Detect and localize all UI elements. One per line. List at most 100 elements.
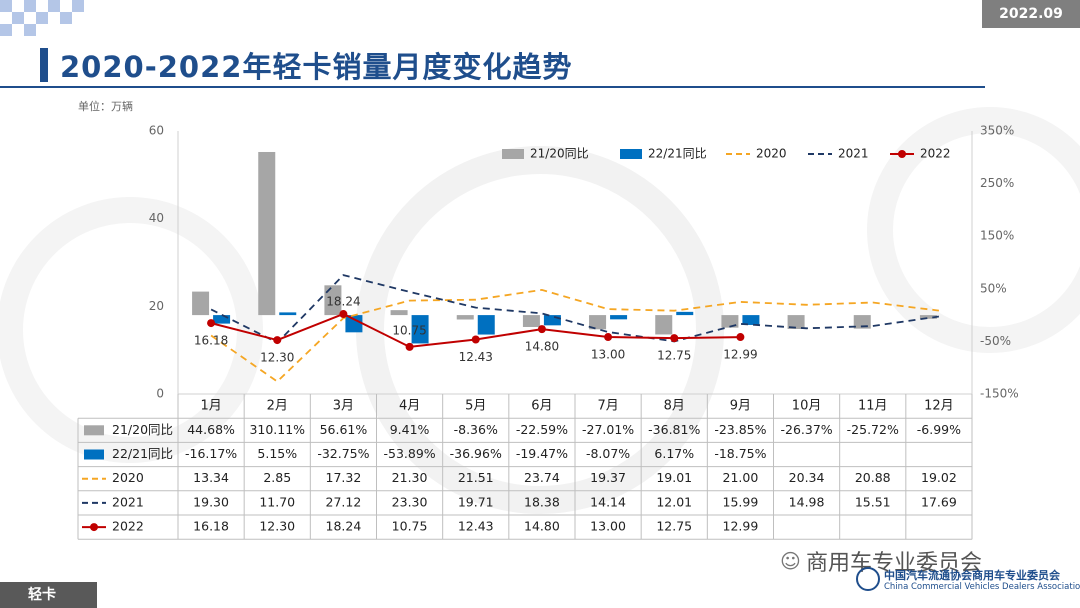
table-cell: 20.88 bbox=[855, 470, 891, 485]
right-axis-tick-label: -150% bbox=[980, 387, 1019, 401]
table-cell: 5.15% bbox=[257, 446, 297, 461]
table-cell: -53.89% bbox=[383, 446, 435, 461]
table-cell: 21.00 bbox=[723, 470, 759, 485]
table-cell: -25.72% bbox=[847, 422, 899, 437]
right-axis-tick-label: -50% bbox=[980, 334, 1011, 348]
table-cell: 19.30 bbox=[193, 494, 229, 509]
page-title: 2020-2022年轻卡销量月度变化趋势 bbox=[60, 50, 573, 84]
point-2022 bbox=[736, 333, 745, 342]
table-cell: -36.96% bbox=[450, 446, 502, 461]
table-cell: 310.11% bbox=[249, 422, 305, 437]
point-2022 bbox=[339, 310, 348, 319]
table-cell: 19.01 bbox=[656, 470, 692, 485]
data-label-2022: 12.99 bbox=[723, 348, 757, 362]
table-cell: 18.24 bbox=[326, 519, 362, 534]
x-axis-tick-label: 7月 bbox=[597, 399, 618, 414]
table-cell: -36.81% bbox=[648, 422, 700, 437]
left-axis-tick-label: 0 bbox=[156, 387, 164, 401]
data-label-2022: 14.80 bbox=[525, 340, 559, 354]
right-axis-tick-label: 350% bbox=[980, 124, 1014, 138]
point-2022 bbox=[670, 334, 679, 343]
table-cell: -23.85% bbox=[714, 422, 766, 437]
x-axis-tick-label: 2月 bbox=[267, 399, 288, 414]
data-label-2022: 18.24 bbox=[326, 295, 360, 309]
x-axis-tick-label: 10月 bbox=[792, 399, 822, 414]
point-2022 bbox=[537, 325, 546, 334]
bar-22-21 bbox=[610, 315, 628, 320]
table-cell: -32.75% bbox=[317, 446, 369, 461]
table-legend-key bbox=[84, 449, 104, 460]
table-cell: 2.85 bbox=[263, 470, 291, 485]
table-cell: 19.02 bbox=[921, 470, 957, 485]
data-label-2022: 13.00 bbox=[591, 348, 625, 362]
table-cell: 19.37 bbox=[590, 470, 626, 485]
legend-marker bbox=[898, 150, 906, 158]
table-legend-marker bbox=[90, 523, 98, 532]
right-axis-tick-label: 50% bbox=[980, 281, 1007, 295]
legend-label: 2020 bbox=[756, 147, 787, 161]
wechat-account-name: 商用车专业委员会 bbox=[806, 551, 983, 576]
table-cell: 19.71 bbox=[458, 494, 494, 509]
right-axis-tick-label: 250% bbox=[980, 176, 1014, 190]
x-axis-tick-label: 9月 bbox=[730, 399, 751, 414]
watermark-circle bbox=[867, 107, 1080, 353]
table-cell: 23.74 bbox=[524, 470, 560, 485]
right-axis-tick-label: 150% bbox=[980, 229, 1014, 243]
data-label-2022: 12.43 bbox=[459, 350, 493, 364]
bar-22-21 bbox=[676, 311, 694, 316]
point-2022 bbox=[471, 335, 480, 344]
date-badge: 2022.09 bbox=[982, 0, 1080, 28]
table-cell: 20.34 bbox=[789, 470, 825, 485]
legend-label: 2022 bbox=[920, 147, 951, 161]
data-label-2022: 12.75 bbox=[657, 349, 691, 363]
bar-21-20 bbox=[919, 315, 937, 319]
bar-21-20 bbox=[589, 315, 607, 330]
point-2022 bbox=[207, 319, 216, 328]
bar-22-21 bbox=[279, 312, 297, 316]
data-label-2022: 10.75 bbox=[392, 323, 426, 337]
table-row-header: 2020 bbox=[112, 470, 144, 485]
table-cell: 13.00 bbox=[590, 519, 626, 534]
x-axis-tick-label: 6月 bbox=[531, 399, 552, 414]
bar-22-21 bbox=[543, 315, 561, 326]
bar-22-21 bbox=[742, 315, 760, 325]
legend-label: 2021 bbox=[838, 147, 869, 161]
table-cell: 9.41% bbox=[390, 422, 430, 437]
bar-21-20 bbox=[390, 310, 408, 316]
bar-21-20 bbox=[655, 315, 673, 335]
legend-swatch bbox=[502, 149, 524, 159]
left-axis-tick-label: 20 bbox=[149, 299, 164, 313]
x-axis-tick-label: 8月 bbox=[664, 399, 685, 414]
table-cell: 15.99 bbox=[723, 494, 759, 509]
table-row-header: 21/20同比 bbox=[112, 422, 173, 437]
bar-22-21 bbox=[477, 315, 495, 335]
table-cell: 56.61% bbox=[320, 422, 368, 437]
table-cell: -19.47% bbox=[516, 446, 568, 461]
bar-22-21 bbox=[411, 315, 429, 344]
association-name-cn: 中国汽车流通协会商用车专业委员会 bbox=[884, 569, 1060, 582]
table-cell: -6.99% bbox=[917, 422, 961, 437]
table-cell: -27.01% bbox=[582, 422, 634, 437]
table-cell: 6.17% bbox=[654, 446, 694, 461]
title-accent-bar bbox=[40, 48, 48, 82]
bar-22-21 bbox=[345, 315, 363, 333]
association-logo-icon bbox=[856, 567, 880, 591]
bar-21-20 bbox=[258, 151, 276, 316]
table-cell: 12.99 bbox=[723, 519, 759, 534]
table-row-header: 2022 bbox=[112, 519, 144, 534]
legend-label: 21/20同比 bbox=[530, 147, 589, 161]
table-cell: 17.69 bbox=[921, 494, 957, 509]
bar-21-20 bbox=[324, 285, 342, 316]
table-cell: 21.30 bbox=[392, 470, 428, 485]
corner-checker-decoration bbox=[0, 0, 84, 36]
point-2022 bbox=[604, 333, 613, 342]
left-axis-tick-label: 40 bbox=[149, 211, 164, 225]
table-cell: 15.51 bbox=[855, 494, 891, 509]
x-axis-tick-label: 11月 bbox=[858, 399, 888, 414]
table-cell: 18.38 bbox=[524, 494, 560, 509]
table-cell: 27.12 bbox=[326, 494, 362, 509]
table-cell: 12.75 bbox=[656, 519, 692, 534]
data-label-2022: 16.18 bbox=[194, 334, 228, 348]
table-cell: 12.01 bbox=[656, 494, 692, 509]
